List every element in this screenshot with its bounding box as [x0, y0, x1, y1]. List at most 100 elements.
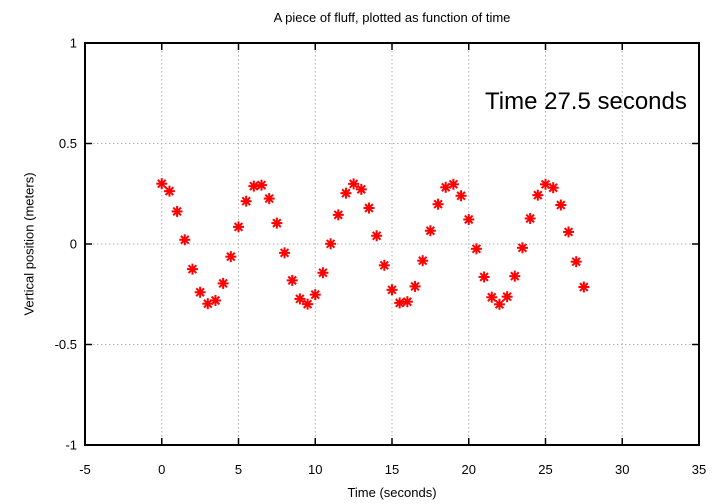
chart-title: A piece of fluff, plotted as function of…: [273, 10, 511, 25]
marker-stroke: [533, 190, 543, 200]
marker-stroke: [333, 210, 343, 220]
data-point-marker: [455, 190, 467, 202]
marker-stroke: [471, 244, 482, 254]
marker-stroke: [310, 290, 320, 300]
data-point-marker: [302, 298, 314, 310]
marker-stroke: [579, 282, 589, 292]
data-point-marker: [524, 212, 536, 224]
x-tick-label: 10: [308, 462, 322, 477]
data-point-marker: [256, 179, 268, 191]
y-tick-label: 1: [70, 36, 77, 51]
data-point-marker: [279, 247, 291, 259]
marker-stroke: [563, 227, 574, 237]
marker-stroke: [210, 295, 221, 306]
marker-stroke: [256, 180, 267, 190]
data-point-marker: [271, 217, 283, 229]
marker-stroke: [556, 200, 566, 210]
data-point-marker: [409, 280, 421, 292]
marker-stroke: [494, 299, 505, 309]
marker-stroke: [295, 294, 305, 304]
data-point-marker: [171, 205, 183, 217]
marker-stroke: [395, 298, 405, 308]
x-tick-label: 25: [538, 462, 552, 477]
marker-stroke: [341, 188, 351, 198]
data-point-marker: [325, 238, 337, 250]
marker-stroke: [241, 196, 251, 206]
data-point-marker: [463, 213, 475, 225]
marker-stroke: [464, 214, 474, 225]
marker-stroke: [425, 226, 435, 236]
data-point-marker: [194, 286, 206, 298]
data-point-marker: [163, 185, 175, 197]
marker-stroke: [187, 264, 198, 274]
marker-stroke: [364, 203, 374, 213]
marker-stroke: [456, 191, 466, 201]
marker-stroke: [548, 183, 558, 193]
marker-stroke: [448, 179, 459, 189]
x-tick-label: 20: [462, 462, 476, 477]
marker-stroke: [233, 222, 244, 232]
data-point-marker: [401, 296, 413, 308]
data-point-marker: [555, 199, 567, 211]
marker-stroke: [279, 248, 290, 258]
marker-stroke: [410, 281, 420, 292]
y-tick-label: 0: [70, 237, 77, 252]
data-point-marker: [478, 271, 490, 283]
marker-stroke: [387, 285, 397, 295]
marker-stroke: [510, 271, 520, 281]
marker-stroke: [318, 268, 328, 278]
data-point-marker: [509, 270, 521, 282]
marker-stroke: [325, 239, 336, 249]
data-point-marker: [493, 298, 505, 310]
data-point-marker: [432, 198, 444, 210]
marker-stroke: [502, 292, 512, 302]
data-point-marker: [248, 180, 260, 192]
data-point-marker: [240, 195, 252, 207]
data-point-marker: [424, 225, 436, 237]
data-point-marker: [486, 291, 498, 303]
y-tick-label: -0.5: [55, 337, 77, 352]
marker-stroke: [479, 272, 489, 282]
marker-stroke: [402, 297, 412, 307]
data-point-marker: [378, 259, 390, 271]
data-point-marker: [309, 289, 321, 301]
data-point-marker: [386, 284, 398, 296]
marker-stroke: [302, 299, 313, 309]
data-point-marker: [179, 234, 191, 246]
data-point-marker: [363, 202, 375, 214]
marker-stroke: [157, 179, 167, 189]
data-point-marker: [225, 251, 237, 263]
data-point-marker: [209, 294, 221, 306]
marker-stroke: [418, 256, 428, 266]
x-tick-label: 30: [615, 462, 629, 477]
x-tick-label: 35: [692, 462, 706, 477]
data-point-marker: [294, 293, 306, 305]
data-point-marker: [394, 297, 406, 309]
marker-stroke: [180, 235, 190, 245]
data-point-marker: [532, 189, 544, 201]
x-axis-label: Time (seconds): [347, 485, 437, 500]
marker-stroke: [164, 186, 175, 196]
data-point-marker: [578, 281, 590, 293]
data-point-marker: [317, 267, 329, 279]
data-point-marker: [263, 193, 275, 205]
marker-stroke: [487, 292, 497, 302]
marker-stroke: [525, 213, 535, 224]
data-point-marker: [186, 263, 198, 275]
data-point-marker: [233, 221, 244, 233]
x-tick-label: 0: [158, 462, 165, 477]
marker-stroke: [218, 278, 228, 289]
data-point-marker: [501, 291, 513, 303]
marker-stroke: [264, 193, 274, 204]
time-annotation: Time 27.5 seconds: [485, 88, 687, 115]
marker-stroke: [433, 199, 443, 209]
data-point-marker: [156, 178, 168, 190]
x-tick-label: -5: [79, 462, 91, 477]
marker-stroke: [226, 252, 236, 262]
data-point-marker: [332, 209, 344, 221]
data-point-marker: [217, 277, 229, 289]
data-point-marker: [447, 178, 459, 190]
data-point-marker: [286, 274, 298, 286]
